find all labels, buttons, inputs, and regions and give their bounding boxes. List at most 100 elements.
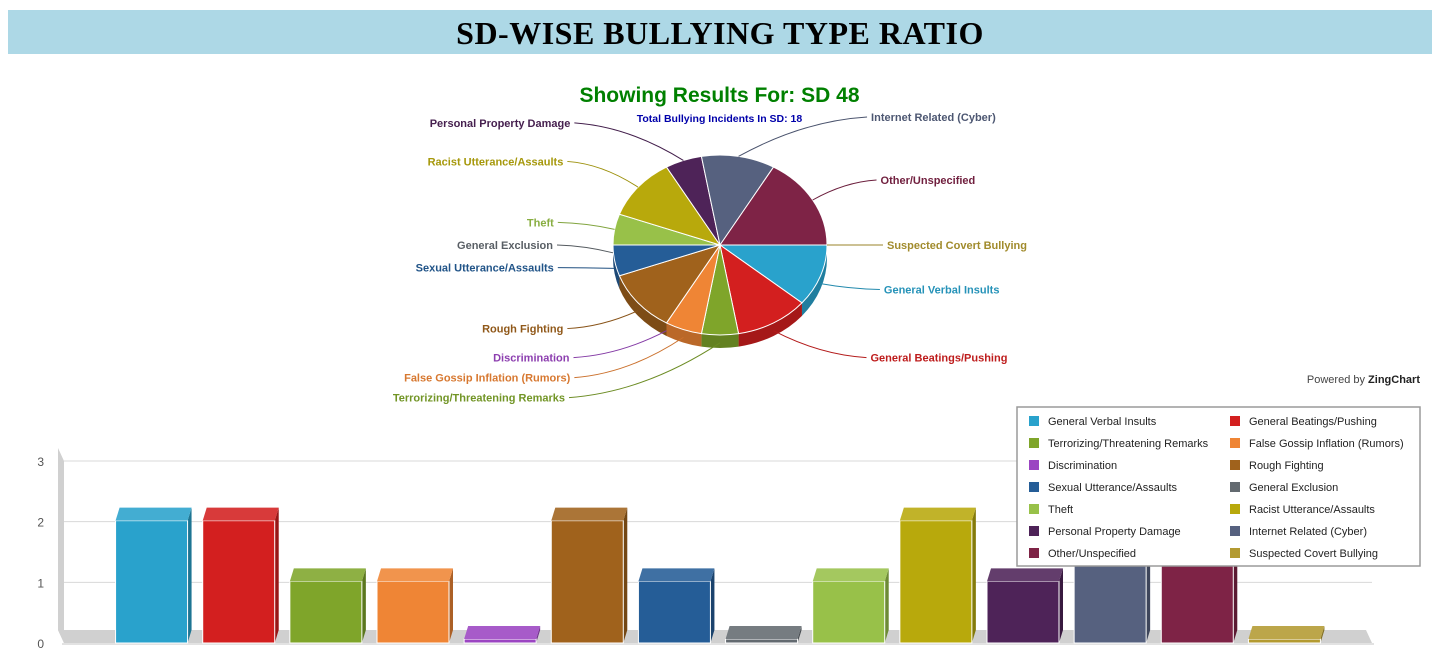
legend-label: Rough Fighting bbox=[1249, 460, 1324, 472]
pie-side-sexual-utterance-assaults bbox=[613, 245, 620, 289]
legend-swatch bbox=[1230, 460, 1240, 470]
pie-connector-sexual-utterance-assaults bbox=[557, 267, 615, 269]
legend-label: General Exclusion bbox=[1249, 482, 1338, 494]
bar-left-wall bbox=[58, 448, 64, 643]
legend-label: Suspected Covert Bullying bbox=[1249, 548, 1378, 560]
bar-personal-property-damage[interactable] bbox=[986, 568, 1063, 644]
bar-top bbox=[725, 626, 802, 639]
legend-label: Sexual Utterance/Assaults bbox=[1048, 482, 1178, 494]
bar-general-exclusion[interactable] bbox=[725, 626, 802, 644]
bar-face bbox=[1247, 638, 1321, 644]
bar-face bbox=[376, 580, 450, 644]
legend-item-discrimination[interactable]: Discrimination bbox=[1029, 460, 1117, 472]
bar-suspected-covert-bullying[interactable] bbox=[1247, 626, 1325, 644]
legend-swatch bbox=[1230, 438, 1240, 448]
legend-box bbox=[1016, 406, 1421, 567]
legend-item-terrorizing-threatening-remarks[interactable]: Terrorizing/Threatening Remarks bbox=[1029, 438, 1209, 450]
legend-item-theft[interactable]: Theft bbox=[1029, 504, 1073, 516]
legend-label: Personal Property Damage bbox=[1048, 526, 1181, 538]
pie-connector-general-beatings-pushing bbox=[773, 330, 867, 359]
bar-side bbox=[623, 507, 628, 643]
bar-face bbox=[637, 580, 711, 644]
results-title: Showing Results For: SD 48 bbox=[579, 84, 860, 107]
page-title: SD-WISE BULLYING TYPE RATIO bbox=[456, 15, 984, 51]
pie-label-suspected-covert-bullying: Suspected Covert Bullying bbox=[887, 240, 1027, 252]
pie-slice-racist-utterance-assaults[interactable] bbox=[618, 166, 722, 246]
pie-connector-other-unspecified bbox=[812, 179, 877, 201]
legend-swatch bbox=[1029, 416, 1039, 426]
bar-top bbox=[551, 507, 628, 521]
legend-label: General Beatings/Pushing bbox=[1249, 416, 1377, 428]
legend-item-general-verbal-insults[interactable]: General Verbal Insults bbox=[1029, 416, 1157, 428]
pie-labels: Internet Related (Cyber) Other/Unspecifie… bbox=[393, 112, 1027, 405]
bar-terrorizing-threatening-remarks[interactable] bbox=[289, 568, 366, 644]
zingchart-brand[interactable]: ZingChart bbox=[1368, 374, 1420, 386]
bar-face bbox=[812, 580, 886, 644]
bar-y-tick-label: 0 bbox=[37, 637, 44, 651]
legend-item-false-gossip-inflation-rumors[interactable]: False Gossip Inflation (Rumors) bbox=[1230, 438, 1404, 450]
bar-general-beatings-pushing[interactable] bbox=[202, 507, 279, 644]
bar-false-gossip-inflation-rumors[interactable] bbox=[376, 568, 453, 644]
legend-swatch bbox=[1029, 482, 1039, 492]
powered-by[interactable]: Powered by ZingChart bbox=[1307, 374, 1420, 386]
legend-label: Discrimination bbox=[1048, 460, 1117, 472]
bar-rough-fighting[interactable] bbox=[550, 507, 628, 644]
pie-label-terrorizing-threatening-remarks: Terrorizing/Threatening Remarks bbox=[393, 393, 565, 405]
bar-side bbox=[361, 568, 366, 643]
legend-item-general-exclusion[interactable]: General Exclusion bbox=[1230, 482, 1338, 494]
bar-top bbox=[464, 626, 541, 639]
legend-label: Internet Related (Cyber) bbox=[1249, 526, 1367, 538]
legend-item-suspected-covert-bullying[interactable]: Suspected Covert Bullying bbox=[1230, 548, 1378, 560]
pie-label-racist-utterance-assaults: Racist Utterance/Assaults bbox=[428, 156, 564, 168]
bar-side bbox=[884, 568, 889, 643]
pie-slice-other-unspecified[interactable] bbox=[719, 166, 828, 246]
legend-swatch bbox=[1029, 504, 1039, 514]
bar-side bbox=[1059, 568, 1063, 643]
bar-top bbox=[987, 568, 1063, 582]
legend-item-personal-property-damage[interactable]: Personal Property Damage bbox=[1029, 526, 1181, 538]
bar-discrimination[interactable] bbox=[463, 626, 541, 644]
bar-face bbox=[463, 638, 537, 644]
bar-top bbox=[115, 507, 192, 521]
pie-label-discrimination: Discrimination bbox=[493, 353, 570, 365]
bar-side bbox=[1320, 626, 1325, 643]
pie-connector-personal-property-damage bbox=[574, 122, 684, 161]
bar-top bbox=[377, 568, 453, 582]
legend-item-racist-utterance-assaults[interactable]: Racist Utterance/Assaults bbox=[1230, 504, 1375, 516]
pie-label-personal-property-damage: Personal Property Damage bbox=[430, 118, 571, 130]
pie-side-terrorizing-threatening-remarks bbox=[701, 333, 739, 349]
legend-swatch bbox=[1029, 438, 1039, 448]
bar-general-verbal-insults[interactable] bbox=[115, 507, 192, 644]
legend-item-general-beatings-pushing[interactable]: General Beatings/Pushing bbox=[1230, 416, 1377, 428]
bar-theft[interactable] bbox=[812, 568, 889, 644]
pie-slice-general-verbal-insults[interactable] bbox=[718, 244, 828, 304]
legend-item-other-unspecified[interactable]: Other/Unspecified bbox=[1029, 548, 1136, 560]
pie-side-rough-fighting bbox=[619, 275, 667, 336]
bar-y-tick-label: 3 bbox=[37, 455, 44, 469]
bar-racist-utterance-assaults[interactable] bbox=[899, 507, 976, 644]
legend: General Verbal Insults General Beatings/P… bbox=[1016, 406, 1421, 567]
bar-side bbox=[710, 568, 715, 643]
bar-face bbox=[899, 520, 973, 644]
bar-top bbox=[202, 507, 279, 521]
bar-y-tick-label: 2 bbox=[37, 516, 44, 530]
legend-item-rough-fighting[interactable]: Rough Fighting bbox=[1230, 460, 1324, 472]
pie-label-general-verbal-insults: General Verbal Insults bbox=[884, 284, 1000, 296]
bar-floor-edge bbox=[62, 643, 1374, 645]
legend-item-internet-related-cyber[interactable]: Internet Related (Cyber) bbox=[1230, 526, 1367, 538]
pie-slice-general-beatings-pushing[interactable] bbox=[719, 243, 803, 335]
legend-swatch bbox=[1230, 482, 1240, 492]
pie-connector-general-verbal-insults bbox=[820, 283, 880, 290]
pie-connector-false-gossip-inflation-rumors bbox=[574, 336, 684, 379]
pie-slice-internet-related-cyber[interactable] bbox=[700, 154, 775, 247]
pie-label-theft: Theft bbox=[527, 217, 554, 229]
legend-item-sexual-utterance-assaults[interactable]: Sexual Utterance/Assaults bbox=[1029, 482, 1178, 494]
legend-label: General Verbal Insults bbox=[1048, 416, 1157, 428]
legend-swatch bbox=[1230, 416, 1240, 426]
powered-prefix: Powered by bbox=[1306, 374, 1365, 386]
bar-top bbox=[1248, 626, 1325, 639]
pie-slices bbox=[612, 154, 828, 336]
bar-sexual-utterance-assaults[interactable] bbox=[637, 568, 715, 644]
pie-slice-rough-fighting[interactable] bbox=[618, 244, 722, 324]
